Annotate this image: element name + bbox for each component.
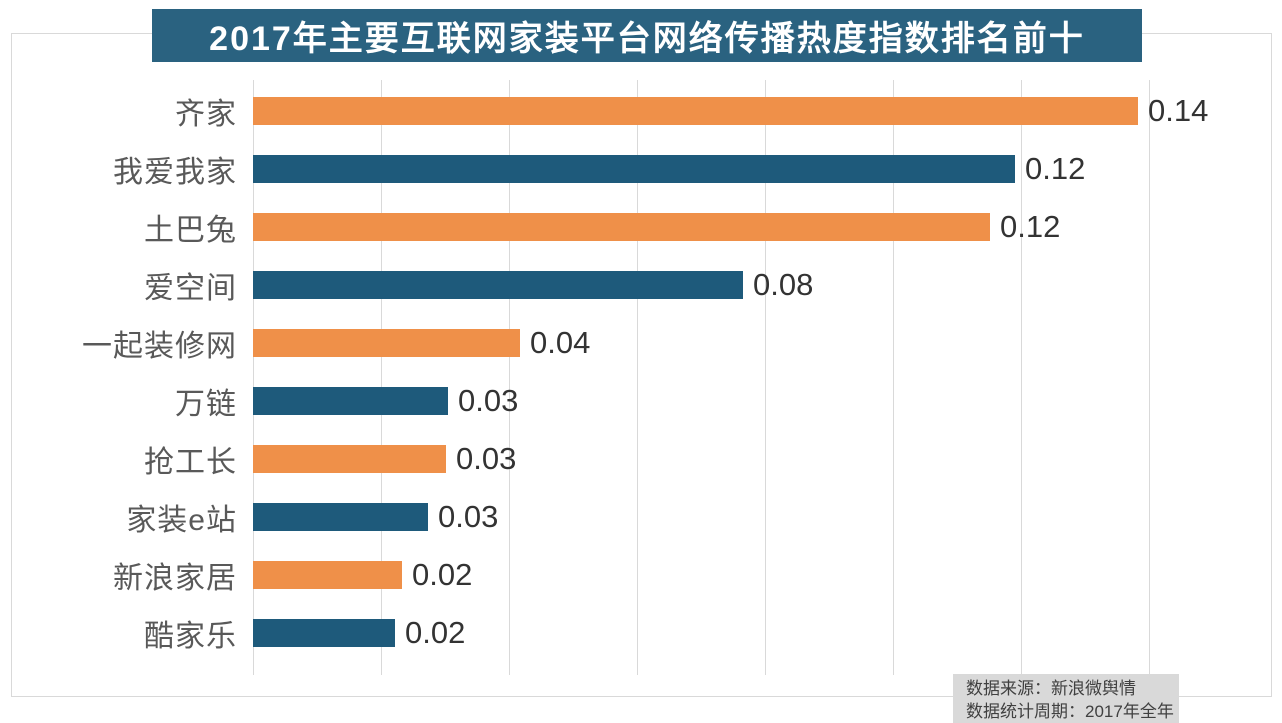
bar <box>253 97 1138 125</box>
category-label: 齐家 <box>175 98 237 131</box>
bar-row: 抢工长 0.03 <box>12 430 1271 488</box>
category-label: 我爱我家 <box>113 156 237 189</box>
category-label: 爱空间 <box>144 272 237 305</box>
category-label: 土巴兔 <box>144 214 237 247</box>
bar <box>253 503 428 531</box>
source-line-2: 数据统计周期：2017年全年 <box>966 702 1174 721</box>
bar-row: 我爱我家 0.12 <box>12 140 1271 198</box>
bar <box>253 445 446 473</box>
bar-row: 土巴兔 0.12 <box>12 198 1271 256</box>
category-label: 酷家乐 <box>144 620 237 653</box>
value-label: 0.03 <box>456 441 517 476</box>
bar <box>253 561 402 589</box>
value-label: 0.14 <box>1148 93 1209 128</box>
bar-row: 万链 0.03 <box>12 372 1271 430</box>
bar-row: 一起装修网 0.04 <box>12 314 1271 372</box>
category-label: 家装e站 <box>126 504 237 537</box>
bar <box>253 155 1015 183</box>
value-label: 0.08 <box>753 267 814 302</box>
bar <box>253 271 743 299</box>
value-label: 0.03 <box>438 499 499 534</box>
value-label: 0.12 <box>1000 209 1061 244</box>
value-label: 0.03 <box>458 383 519 418</box>
bar-row: 爱空间 0.08 <box>12 256 1271 314</box>
bar <box>253 387 448 415</box>
bar-row: 酷家乐 0.02 <box>12 604 1271 662</box>
source-note: 数据来源：新浪微舆情 数据统计周期：2017年全年 <box>953 674 1179 723</box>
bar <box>253 329 520 357</box>
bar-rows: 齐家 0.14 我爱我家 0.12 土巴兔 0.12 爱空间 0.08 一起装修网 0.04 万链 0… <box>12 82 1271 662</box>
value-label: 0.02 <box>405 615 466 650</box>
value-label: 0.04 <box>530 325 591 360</box>
category-label: 一起装修网 <box>82 330 237 363</box>
category-label: 万链 <box>175 388 237 421</box>
bar <box>253 213 990 241</box>
source-line-1: 数据来源：新浪微舆情 <box>966 679 1136 698</box>
bar <box>253 619 395 647</box>
category-label: 新浪家居 <box>113 562 237 595</box>
value-label: 0.12 <box>1025 151 1086 186</box>
bar-row: 齐家 0.14 <box>12 82 1271 140</box>
plot-frame: 齐家 0.14 我爱我家 0.12 土巴兔 0.12 爱空间 0.08 一起装修网 0.04 万链 0… <box>11 33 1272 697</box>
bar-row: 家装e站 0.03 <box>12 488 1271 546</box>
chart-title: 2017年主要互联网家装平台网络传播热度指数排名前十 <box>152 9 1142 62</box>
category-label: 抢工长 <box>144 446 237 479</box>
value-label: 0.02 <box>412 557 473 592</box>
bar-row: 新浪家居 0.02 <box>12 546 1271 604</box>
